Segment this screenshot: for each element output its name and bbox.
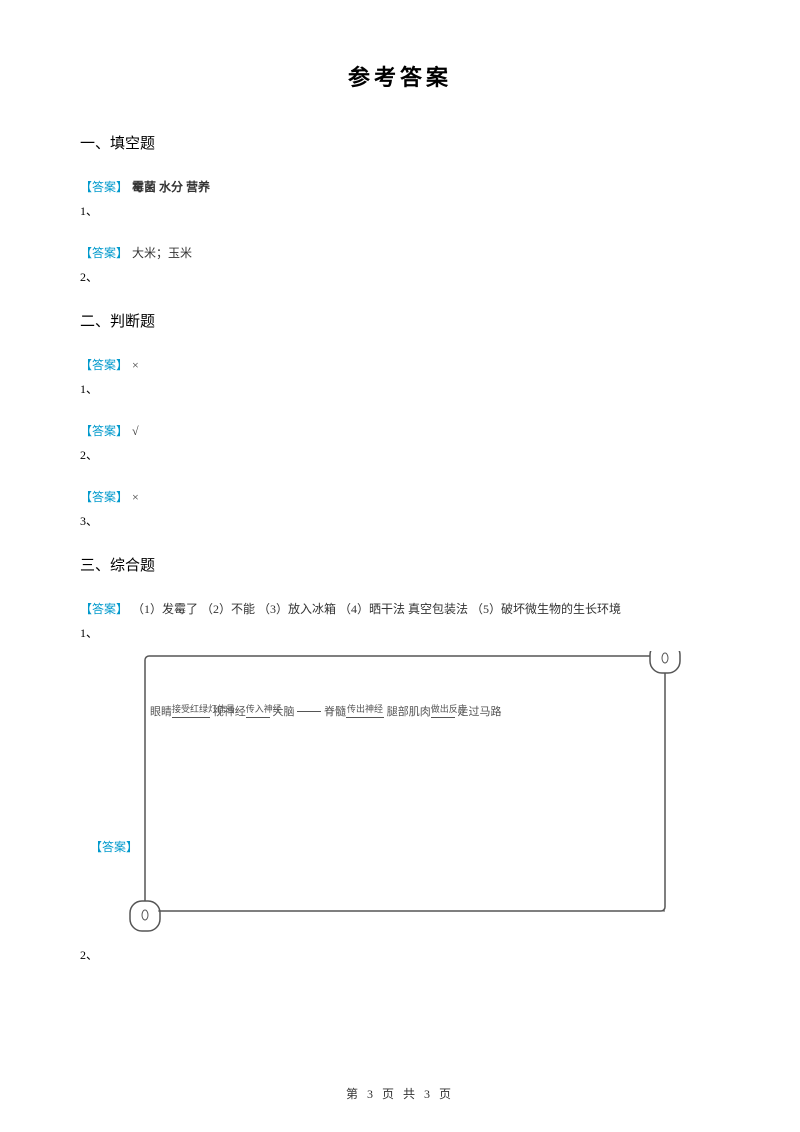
flow-edge-1: 接受红绿灯信号 xyxy=(172,704,210,718)
answer-label: 【答案】 xyxy=(90,840,138,854)
answer-label: 【答案】 xyxy=(80,602,128,616)
answer-label: 【答案】 xyxy=(80,358,128,372)
scroll-diagram: 眼睛接受红绿灯信号 视神经传入神经 大脑 脊髓传出神经 腿部肌肉做出反应 走过马… xyxy=(90,651,720,936)
judge-num-1: 1、 xyxy=(80,380,720,397)
judge-answer-1: × xyxy=(132,358,139,372)
page-title: 参考答案 xyxy=(80,60,720,92)
flow-node-4: 脊髓 xyxy=(324,706,346,718)
flow-edge-4: 传出神经 xyxy=(346,704,384,718)
fill-num-2: 2、 xyxy=(80,268,720,285)
flow-edge-3 xyxy=(297,711,321,712)
judge-item-1: 【答案】 × 1、 xyxy=(80,356,720,397)
answer-label: 【答案】 xyxy=(80,246,128,260)
comp-answer-2-label: 【答案】 xyxy=(90,838,138,856)
section-fill-header: 一、填空题 xyxy=(80,132,720,153)
flow-edge-5: 做出反应 xyxy=(431,704,455,718)
flow-diagram-text: 眼睛接受红绿灯信号 视神经传入神经 大脑 脊髓传出神经 腿部肌肉做出反应 走过马… xyxy=(150,703,680,719)
flow-edge-2: 传入神经 xyxy=(246,704,270,718)
flow-node-5: 腿部肌肉 xyxy=(387,706,431,718)
fill-item-2: 【答案】 大米；玉米 2、 xyxy=(80,244,720,285)
judge-num-3: 3、 xyxy=(80,512,720,529)
answer-label: 【答案】 xyxy=(80,180,128,194)
page-footer: 第 3 页 共 3 页 xyxy=(0,1085,800,1102)
judge-answer-2: √ xyxy=(132,424,139,438)
flow-node-1: 眼睛 xyxy=(150,706,172,718)
comp-item-1: 【答案】 （1）发霉了 （2）不能 （3）放入冰箱 （4）晒干法 真空包装法 （… xyxy=(80,600,720,641)
answer-label: 【答案】 xyxy=(80,424,128,438)
fill-answer-2: 大米；玉米 xyxy=(132,246,192,260)
judge-item-3: 【答案】 × 3、 xyxy=(80,488,720,529)
judge-answer-3: × xyxy=(132,490,139,504)
fill-item-1: 【答案】 霉菌 水分 营养 1、 xyxy=(80,178,720,219)
fill-num-1: 1、 xyxy=(80,202,720,219)
judge-item-2: 【答案】 √ 2、 xyxy=(80,422,720,463)
section-comp-header: 三、综合题 xyxy=(80,554,720,575)
fill-answer-1: 霉菌 水分 营养 xyxy=(132,180,210,194)
comp-num-1: 1、 xyxy=(80,624,720,641)
comp-num-2: 2、 xyxy=(80,946,720,963)
answer-label: 【答案】 xyxy=(80,490,128,504)
judge-num-2: 2、 xyxy=(80,446,720,463)
comp-answer-1: （1）发霉了 （2）不能 （3）放入冰箱 （4）晒干法 真空包装法 （5）破坏微… xyxy=(132,602,621,616)
section-judge-header: 二、判断题 xyxy=(80,310,720,331)
